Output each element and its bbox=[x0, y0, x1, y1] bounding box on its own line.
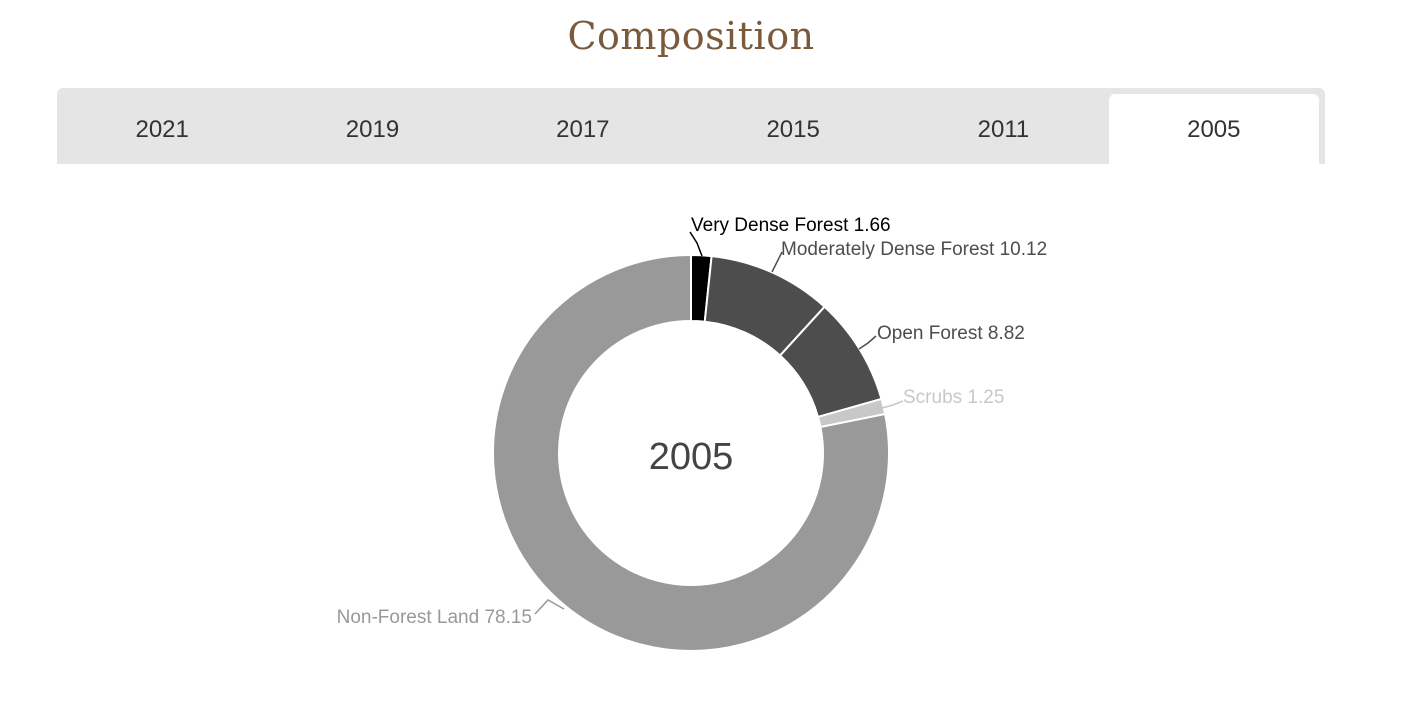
leader-line-non-forest-land bbox=[534, 599, 565, 615]
donut-slice-non-forest-land[interactable] bbox=[492, 253, 890, 652]
tab-2021[interactable]: 2021 bbox=[135, 116, 189, 143]
leader-line-moderately-dense-forest bbox=[771, 251, 783, 273]
data-label-non-forest-land: Non-Forest Land 78.15 bbox=[337, 607, 532, 628]
donut-center-label: 2005 bbox=[649, 436, 734, 478]
tab-2005[interactable]: 2005 bbox=[1108, 94, 1319, 164]
data-label-scrubs: Scrubs 1.25 bbox=[903, 387, 1004, 408]
data-label-moderately-dense-forest: Moderately Dense Forest 10.12 bbox=[781, 239, 1047, 260]
data-label-very-dense-forest: Very Dense Forest 1.66 bbox=[691, 215, 891, 236]
leader-line-very-dense-forest bbox=[689, 231, 703, 257]
tab-2019[interactable]: 2019 bbox=[345, 116, 400, 143]
tab-2015[interactable]: 2015 bbox=[766, 116, 820, 143]
page-title: Composition bbox=[567, 14, 815, 58]
year-tab-bar: 2021 2019 2017 2015 2011 2005 bbox=[57, 88, 1325, 164]
data-label-open-forest: Open Forest 8.82 bbox=[877, 323, 1025, 344]
leader-line-scrubs bbox=[881, 400, 904, 409]
tab-2011[interactable]: 2011 bbox=[977, 116, 1030, 143]
leader-line-open-forest bbox=[858, 335, 877, 350]
tab-2017[interactable]: 2017 bbox=[556, 116, 610, 143]
